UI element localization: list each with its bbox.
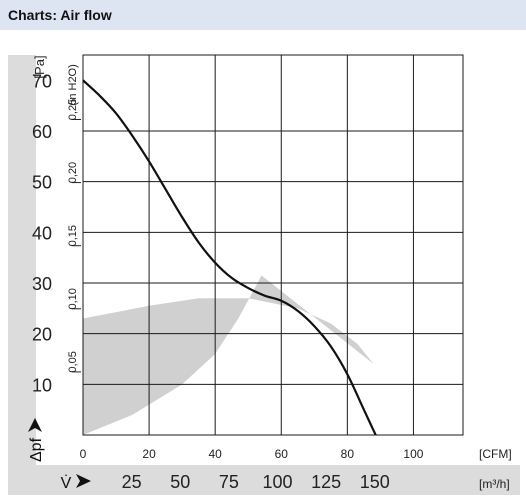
- operating-area: [83, 275, 374, 435]
- x-tick-label-m3h: 25: [122, 472, 142, 492]
- y-tick-label-pa: 40: [32, 223, 52, 243]
- x-tick-label-m3h: 100: [262, 472, 292, 492]
- y-axis-symbol: Δpf: [28, 437, 45, 462]
- y-unit-h2o: (in H2O): [67, 64, 79, 106]
- x-tick-label-cfm: 20: [142, 447, 156, 461]
- grid: [82, 54, 464, 436]
- plot-frame: [82, 54, 464, 436]
- x-tick-label-cfm: 0: [80, 447, 87, 461]
- x-axis-arrow: [76, 474, 91, 488]
- x-axis-band: [36, 465, 520, 495]
- y-unit-pa: [Pa]: [32, 55, 47, 78]
- x-tick-label-m3h: 75: [219, 472, 239, 492]
- x-unit-cfm: [CFM]: [479, 447, 512, 461]
- y-axis-arrow: [28, 418, 42, 432]
- chart-title: Charts: Air flow: [8, 7, 112, 23]
- x-tick-label-m3h: 150: [360, 472, 390, 492]
- y-axis-band: [8, 55, 36, 495]
- y-tick-label-pa: 50: [32, 173, 52, 193]
- x-axis-symbol: V̇: [61, 474, 72, 492]
- y-tick-label-h2o: 0,05: [67, 351, 79, 372]
- y-tick-label-pa: 60: [32, 122, 52, 142]
- x-tick-label-cfm: 80: [341, 447, 355, 461]
- axis-labels: 10 20 30 40 50 60 70[Pa] 0,05 0,10 0,15 0,20 0,25(i…: [28, 55, 512, 492]
- y-tick-label-pa: 10: [32, 375, 52, 395]
- air-flow-curve: [83, 79, 377, 435]
- y-tick-label-pa: 70: [32, 71, 52, 91]
- x-tick-label-m3h: 125: [311, 472, 341, 492]
- y-tick-label-pa: 20: [32, 325, 52, 345]
- y-tick-label-h2o: 0,15: [67, 225, 79, 246]
- chart-header: Charts: Air flow: [0, 0, 526, 30]
- x-tick-label-cfm: 100: [403, 447, 423, 461]
- x-unit-m3h: [m³/h]: [479, 477, 510, 491]
- x-tick-label-m3h: 50: [170, 472, 190, 492]
- x-tick-label-cfm: 60: [275, 447, 289, 461]
- y-tick-label-pa: 30: [32, 274, 52, 294]
- y-tick-label-h2o: 0,25: [67, 99, 79, 120]
- y-tick-label-h2o: 0,20: [67, 162, 79, 183]
- x-tick-label-cfm: 40: [208, 447, 222, 461]
- y-tick-label-h2o: 0,10: [67, 288, 79, 309]
